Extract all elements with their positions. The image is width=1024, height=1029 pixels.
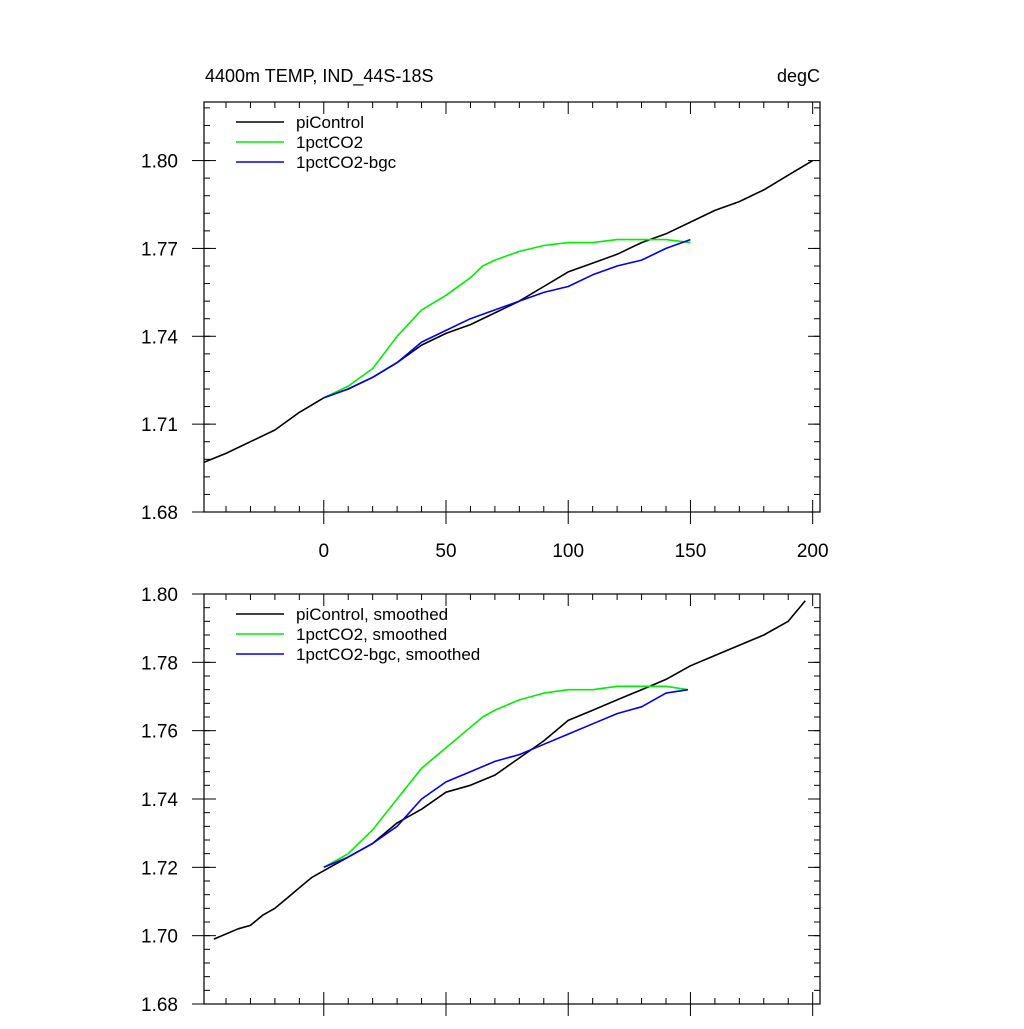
x-tick-label: 50 <box>435 541 456 562</box>
y-tick-label: 1.70 <box>141 927 178 948</box>
y-tick-label: 1.80 <box>141 585 178 606</box>
x-tick-label: 200 <box>797 541 829 562</box>
series-line-1pctco2-bgc <box>323 238 691 399</box>
series-lines-bottom <box>213 600 806 940</box>
legend-label: 1pctCO2 <box>296 133 363 152</box>
units-label: degC <box>777 66 820 86</box>
legend-label: 1pctCO2-bgc <box>296 153 397 172</box>
legend-label: 1pctCO2, smoothed <box>296 625 447 644</box>
y-tick-label: 1.71 <box>141 415 178 436</box>
chart-title: 4400m TEMP, IND_44S-18S <box>205 66 433 87</box>
series-line-1pctco2 <box>323 238 691 399</box>
y-tick-label: 1.80 <box>141 152 178 173</box>
y-tick-label: 1.68 <box>141 503 178 524</box>
panel-top: 4400m TEMP, IND_44S-18S degC 1.68 1.71 1.7… <box>141 66 829 562</box>
y-tick-label: 1.74 <box>141 327 178 348</box>
y-tick-label: 1.77 <box>141 239 178 260</box>
series-line-1pctco2-smoothed <box>323 685 689 868</box>
legend-label: 1pctCO2-bgc, smoothed <box>296 645 480 664</box>
y-tick-label: 1.72 <box>141 858 178 879</box>
series-line-1pctco2-bgc-smoothed <box>323 688 689 869</box>
plot-frame-top <box>203 101 821 513</box>
y-tick-label: 1.76 <box>141 722 178 743</box>
axis-ticks-top: 1.68 1.71 1.74 1.77 1.80 0 50 100 150 200 <box>141 102 829 562</box>
legend-label: piControl, smoothed <box>296 605 448 624</box>
x-tick-label: 100 <box>552 541 584 562</box>
y-tick-label: 1.74 <box>141 790 178 811</box>
panel-bottom: 1.68 1.70 1.72 1.74 1.76 1.78 1.80 piControl, … <box>141 585 821 1016</box>
x-tick-label: 150 <box>675 541 707 562</box>
y-tick-label: 1.78 <box>141 653 178 674</box>
series-line-picontrol <box>203 159 814 463</box>
legend-label: piControl <box>296 113 364 132</box>
x-tick-label: 0 <box>318 541 329 562</box>
y-tick-label: 1.68 <box>141 995 178 1016</box>
series-lines-top <box>203 159 814 463</box>
series-line-picontrol-smoothed <box>213 600 806 940</box>
axis-ticks-bottom: 1.68 1.70 1.72 1.74 1.76 1.78 1.80 <box>141 585 820 1016</box>
